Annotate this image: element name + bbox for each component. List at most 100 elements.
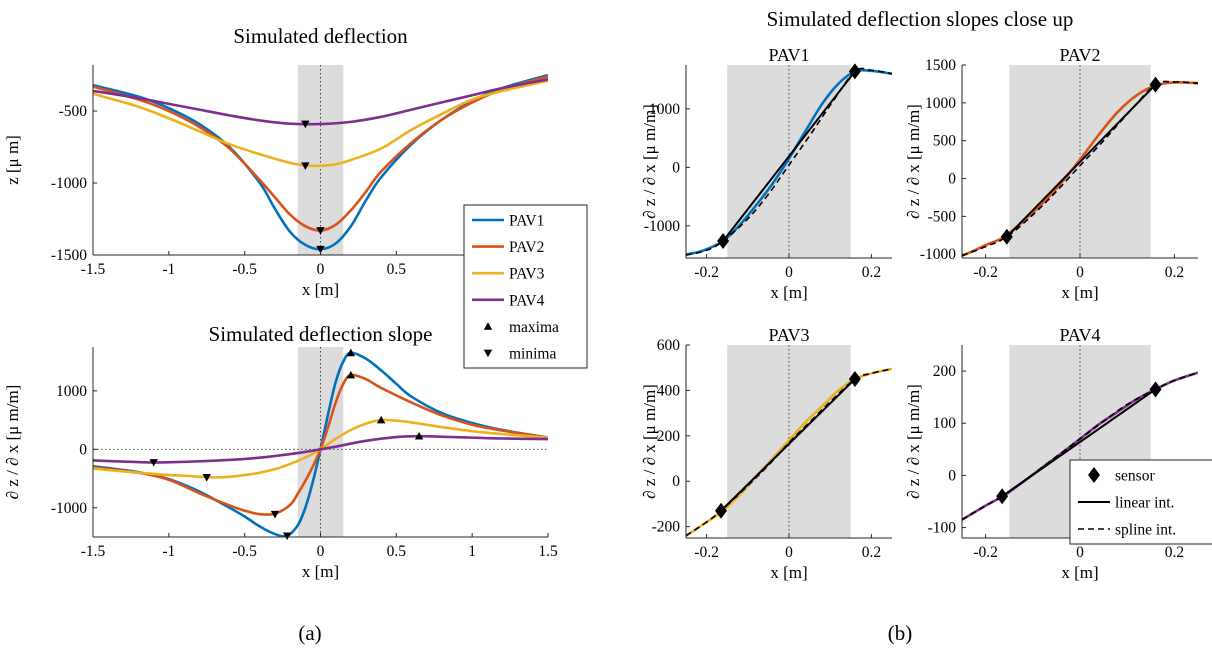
legend-label-pav2: PAV2 (509, 239, 544, 256)
minimum-marker-pav2 (270, 510, 280, 519)
spline-interpolation-line (962, 371, 1198, 521)
sensor-marker (996, 488, 1009, 505)
sensor-marker (717, 233, 730, 250)
sensor-marker (1149, 381, 1162, 398)
x-axis-label: x [m] (302, 280, 339, 299)
sensor-marker (848, 371, 861, 388)
y-axis-label: ∂ z / ∂ x [μ m/m] (640, 104, 659, 219)
minimum-marker-pav2 (316, 227, 325, 235)
x-tick-label: -1 (162, 261, 175, 278)
y-axis-label: z [μ m] (3, 135, 22, 185)
spline-interpolation-line (962, 80, 1198, 257)
y-tick-label: -1000 (51, 500, 87, 517)
legend-label-pav3: PAV3 (509, 266, 545, 283)
series-line-pav3 (93, 418, 548, 479)
plot-area (93, 351, 548, 537)
x-tick-label: -0.2 (694, 544, 719, 561)
minimum-marker-pav3 (202, 474, 211, 482)
minimum-marker-pav1 (316, 245, 325, 254)
chart-slope: -1.5 -1 -0.5 0 0.5 1 1.5 -1000 0 1000 x [m] ∂ z / ∂… (3, 322, 558, 581)
legend-label-pav1: PAV1 (509, 213, 544, 230)
linear-interpolation-line (1006, 83, 1157, 238)
chart-pav1: -0.2 0 0.2 -1000 0 1000 x [m] ∂ z / ∂ x [μ m/m]… (640, 45, 892, 302)
linear-interpolation-line (1001, 388, 1157, 498)
x-tick-label: -0.5 (232, 543, 257, 560)
maximum-marker-pav3 (376, 415, 386, 424)
y-tick-label: -1000 (920, 246, 956, 263)
legend-b: sensor linear int. spline int. (1069, 459, 1212, 545)
x-tick-label: 1 (468, 543, 476, 560)
y-tick-label: 0 (672, 159, 680, 176)
y-tick-label: 200 (657, 428, 681, 445)
caption-a: (a) (298, 621, 321, 645)
y-tick-label: 0 (948, 171, 956, 188)
legend-label-pav4: PAV4 (509, 292, 545, 309)
x-tick-label: 0.5 (387, 261, 407, 278)
x-tick-label: 0.5 (387, 543, 407, 560)
series-line-pav2 (93, 373, 548, 516)
legend-b-label: linear int. (1115, 495, 1174, 512)
chart-deflection: -1.5 -1 -0.5 0 0.5 -1500 -1000 -500 x [m] z [μ m]… (3, 24, 548, 299)
plot-title: PAV4 (1059, 325, 1100, 345)
x-axis-label: x [m] (770, 283, 807, 302)
plot-title: PAV2 (1059, 45, 1100, 65)
legend-label-maxima: maxima (509, 319, 559, 336)
x-tick-label: 0 (317, 261, 325, 278)
y-axis-label: ∂ z / ∂ x [μ m/m] (904, 104, 923, 219)
x-tick-label: 0 (785, 264, 793, 281)
legend-label-minima: minima (509, 346, 556, 363)
legend-maxima-marker (483, 322, 493, 330)
x-tick-label: 0.2 (1165, 264, 1184, 281)
y-tick-label: -500 (928, 208, 957, 225)
plot-title: PAV1 (768, 45, 809, 65)
linear-interpolation-line (720, 378, 856, 512)
y-tick-label: 400 (657, 382, 681, 399)
x-axis-label: x [m] (302, 562, 339, 581)
caption-b: (b) (888, 621, 913, 645)
y-tick-label: 1000 (925, 95, 956, 112)
maximum-marker-pav4 (414, 431, 424, 440)
x-tick-label: -0.2 (973, 264, 998, 281)
chart-pav2: -0.2 0 0.2 -1000 -500 0 500 1000 1500 x [m] ∂ z / … (904, 45, 1198, 302)
y-axis-label: ∂ z / ∂ x [μ m/m] (904, 384, 923, 499)
legend-a: PAV1 PAV2 PAV3 PAV4 maxima minima (463, 204, 588, 369)
y-tick-label: 1000 (56, 383, 87, 400)
x-tick-label: 0 (1076, 544, 1084, 561)
y-tick-label: 600 (657, 337, 681, 354)
x-tick-label: -0.5 (232, 261, 257, 278)
y-tick-label: 0 (672, 473, 680, 490)
legend-b-label: sensor (1115, 468, 1155, 485)
minimum-marker-pav1 (282, 532, 292, 541)
legend-sensor-marker (1088, 467, 1100, 483)
x-tick-label: -1.5 (81, 543, 106, 560)
legend-b-label: spline int. (1115, 522, 1176, 539)
series-line-pav4 (93, 434, 548, 464)
x-tick-label: 0 (785, 544, 793, 561)
spline-interpolation-line (686, 67, 892, 256)
maximum-marker-pav1 (346, 348, 356, 357)
x-tick-label: 1.5 (538, 543, 558, 560)
y-tick-label: 500 (933, 133, 957, 150)
x-tick-label: 0.2 (1165, 544, 1184, 561)
x-tick-label: -1.5 (81, 261, 106, 278)
y-tick-label: -1500 (51, 247, 87, 264)
linear-interpolation-line (722, 70, 856, 242)
legend-minima-marker (483, 349, 493, 358)
x-tick-label: 0 (1076, 264, 1084, 281)
x-axis-label: x [m] (770, 563, 807, 582)
y-tick-label: -1000 (51, 175, 87, 192)
x-axis-label: x [m] (1061, 283, 1098, 302)
y-tick-label: 0 (948, 467, 956, 484)
sensor-marker (1149, 76, 1162, 93)
chart-pav3: -0.2 0 0.2 -200 0 200 400 600 x [m] ∂ z / ∂ x [μ … (640, 325, 892, 582)
x-tick-label: -0.2 (973, 544, 998, 561)
minimum-marker-pav4 (301, 120, 310, 129)
y-tick-label: -500 (59, 103, 88, 120)
y-tick-label: 100 (933, 415, 957, 432)
minimum-marker-pav3 (301, 162, 310, 170)
plot-title: Simulated deflection (233, 24, 408, 48)
y-tick-label: 0 (79, 441, 87, 458)
y-tick-label: -100 (928, 520, 957, 537)
series-line-pav3 (93, 79, 548, 168)
